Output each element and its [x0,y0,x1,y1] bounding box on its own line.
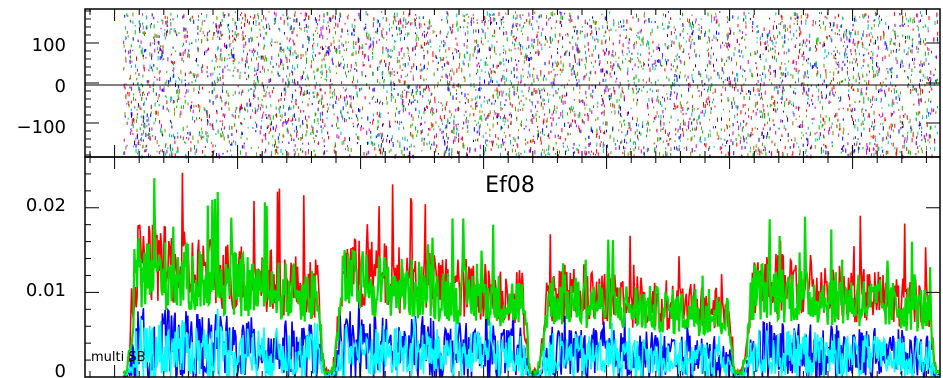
scatter-points-group [123,11,939,160]
phase-scatter-panel: 100 0 −100 [17,8,941,160]
